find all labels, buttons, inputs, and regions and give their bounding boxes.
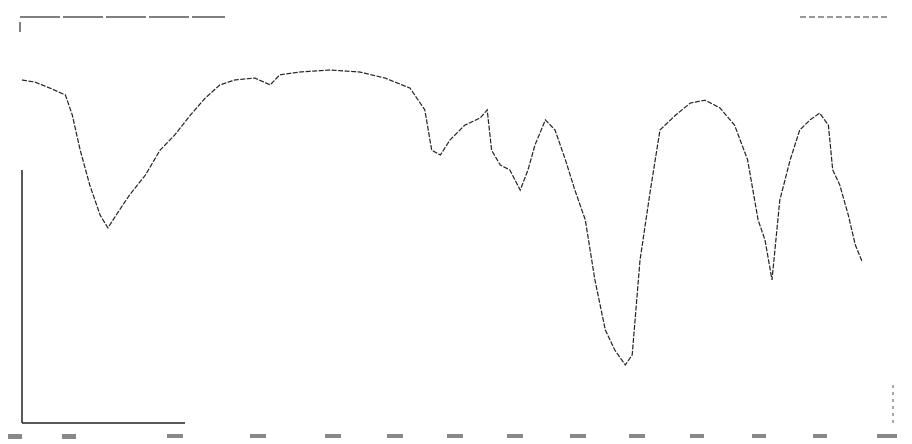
spectrum-line [21, 69, 863, 367]
tick-label-blobs [8, 434, 897, 439]
